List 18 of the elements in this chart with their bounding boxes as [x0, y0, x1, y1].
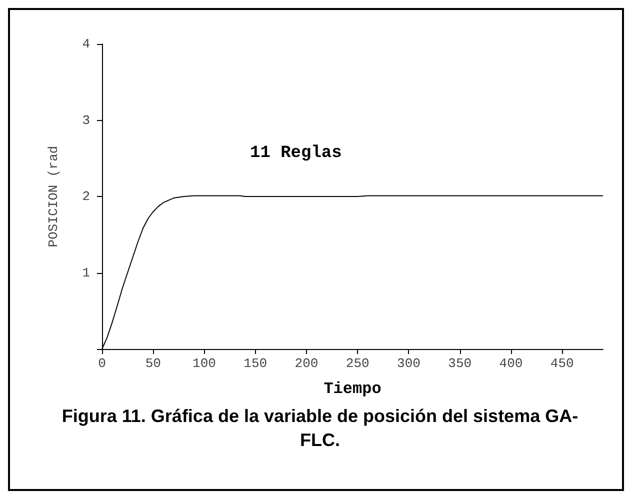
x-tick-label: 250	[346, 356, 370, 371]
x-tick-label: 350	[448, 356, 472, 371]
y-tick-label: 2	[82, 189, 90, 204]
y-tick-label: 1	[82, 265, 90, 280]
x-tick-label: 150	[244, 356, 268, 371]
y-axis-title: POSICION (rad	[46, 146, 61, 248]
x-tick-label: 50	[145, 356, 161, 371]
x-tick-label: 100	[192, 356, 216, 371]
y-tick-label: 3	[82, 112, 90, 128]
y-tick-label: 4	[82, 36, 90, 52]
annotation: 11 Reglas	[250, 144, 342, 163]
x-axis-title: Tiempo	[324, 380, 382, 398]
x-tick-label: 400	[499, 356, 523, 371]
x-tick-label: 450	[550, 356, 574, 371]
text: Figura 11. Gráfica de la variable de posición del sistema GA-FLC.	[60, 405, 580, 452]
x-tick-label: 200	[294, 356, 318, 371]
x-tick-label: 300	[397, 356, 420, 371]
x-tick-label: 0	[98, 356, 106, 371]
